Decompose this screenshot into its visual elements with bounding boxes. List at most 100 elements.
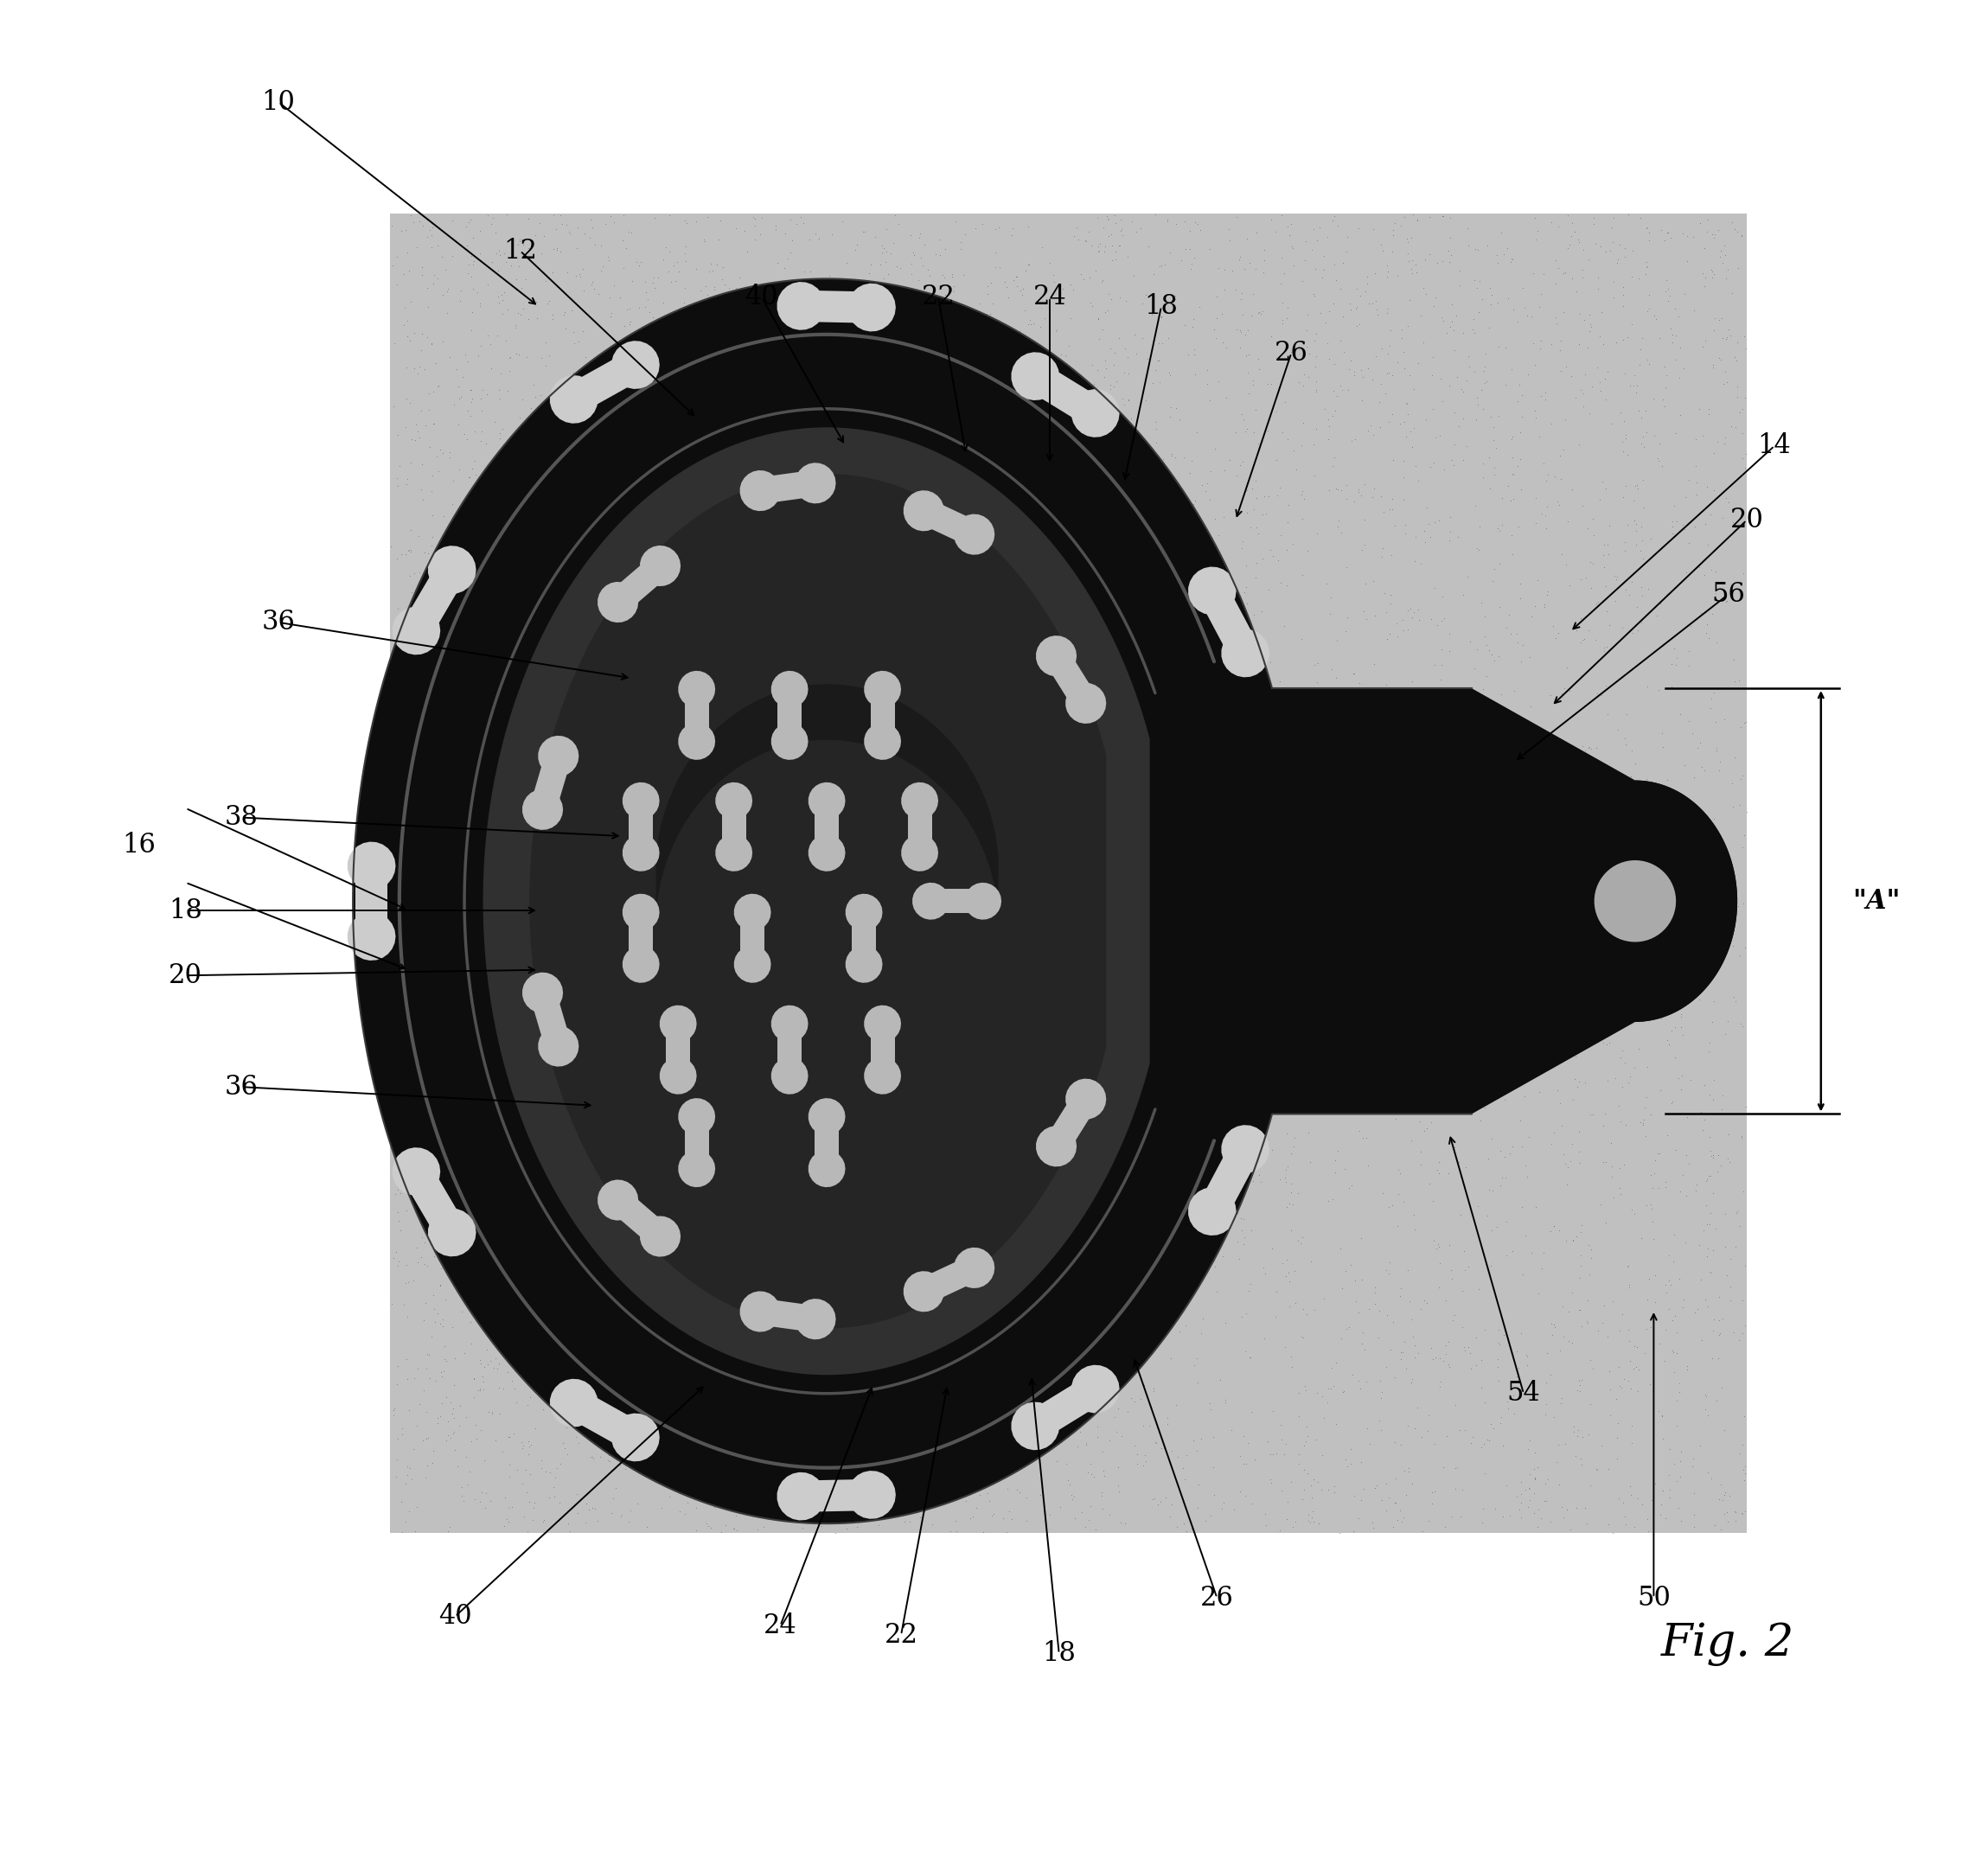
Point <box>1093 1154 1125 1184</box>
Point <box>1233 316 1264 346</box>
Point <box>529 266 561 295</box>
Point <box>950 331 982 360</box>
Point <box>749 922 781 951</box>
Point <box>527 754 559 784</box>
Point <box>1149 1262 1181 1291</box>
Point <box>539 1024 571 1053</box>
Point <box>855 1195 887 1224</box>
Point <box>612 829 644 858</box>
Point <box>628 1050 660 1079</box>
Point <box>1312 344 1344 373</box>
Point <box>696 1429 728 1459</box>
Point <box>1006 661 1038 691</box>
Point <box>813 840 845 870</box>
Point <box>513 204 545 234</box>
Point <box>930 1198 962 1228</box>
Point <box>1465 940 1497 970</box>
Point <box>1330 1314 1362 1343</box>
Point <box>602 500 634 530</box>
Point <box>376 819 408 849</box>
Point <box>654 1438 686 1468</box>
Point <box>1062 212 1093 242</box>
Point <box>976 318 1008 347</box>
Point <box>918 1247 950 1276</box>
Point <box>483 821 515 851</box>
Point <box>1221 765 1252 795</box>
Point <box>1280 1507 1312 1537</box>
Point <box>388 258 419 288</box>
Point <box>1097 1055 1129 1085</box>
Point <box>1129 948 1161 977</box>
Point <box>410 617 441 647</box>
Point <box>795 1159 827 1189</box>
Point <box>398 1035 429 1065</box>
Point <box>875 386 907 416</box>
Point <box>887 1367 918 1397</box>
Point <box>704 206 736 236</box>
Point <box>849 288 881 318</box>
Point <box>889 704 920 734</box>
Point <box>533 340 565 370</box>
Point <box>1690 264 1722 294</box>
Point <box>809 347 841 377</box>
Point <box>976 1237 1008 1267</box>
Point <box>811 1119 843 1148</box>
Point <box>861 847 893 877</box>
Point <box>551 622 582 652</box>
Point <box>1690 1191 1722 1221</box>
Point <box>773 617 805 647</box>
Point <box>594 870 626 899</box>
Point <box>1145 1486 1177 1516</box>
Point <box>1237 474 1268 504</box>
Point <box>602 1345 634 1375</box>
Point <box>1266 1475 1298 1505</box>
Point <box>928 654 960 684</box>
Point <box>1191 355 1223 385</box>
Point <box>732 425 763 455</box>
Point <box>749 801 781 831</box>
Point <box>827 1429 859 1459</box>
Point <box>577 515 608 544</box>
Point <box>610 713 642 743</box>
Point <box>918 743 950 773</box>
Point <box>980 1371 1012 1401</box>
Point <box>396 1464 427 1494</box>
Point <box>630 546 662 576</box>
Point <box>1165 1295 1197 1325</box>
Point <box>475 255 507 284</box>
Point <box>1551 652 1582 682</box>
Point <box>608 201 640 230</box>
Point <box>783 422 815 451</box>
Point <box>598 684 630 713</box>
Point <box>656 392 688 422</box>
Point <box>646 1380 678 1410</box>
Point <box>1404 606 1435 635</box>
Point <box>877 1460 909 1490</box>
Point <box>815 1455 847 1485</box>
Point <box>451 1470 483 1499</box>
Point <box>1330 483 1362 513</box>
Point <box>598 888 630 918</box>
Point <box>1730 1466 1761 1496</box>
Point <box>1117 1027 1149 1057</box>
Point <box>940 647 972 676</box>
Point <box>614 578 646 608</box>
Point <box>610 1163 642 1193</box>
Point <box>600 561 632 591</box>
Point <box>1684 208 1716 238</box>
Point <box>648 706 680 736</box>
Point <box>612 1178 644 1208</box>
Point <box>437 1394 469 1423</box>
Point <box>461 491 493 520</box>
Point <box>1606 483 1638 513</box>
Point <box>1660 1013 1692 1042</box>
Point <box>781 1468 813 1498</box>
Point <box>1666 1159 1698 1189</box>
Point <box>1489 884 1521 914</box>
Point <box>1157 1109 1189 1139</box>
Point <box>986 386 1018 416</box>
Point <box>519 1278 551 1308</box>
Point <box>1288 409 1320 438</box>
Point <box>1618 823 1650 853</box>
Point <box>1710 422 1741 451</box>
